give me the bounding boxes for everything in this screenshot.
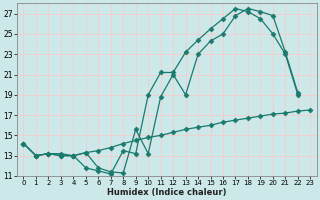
X-axis label: Humidex (Indice chaleur): Humidex (Indice chaleur) — [107, 188, 227, 197]
